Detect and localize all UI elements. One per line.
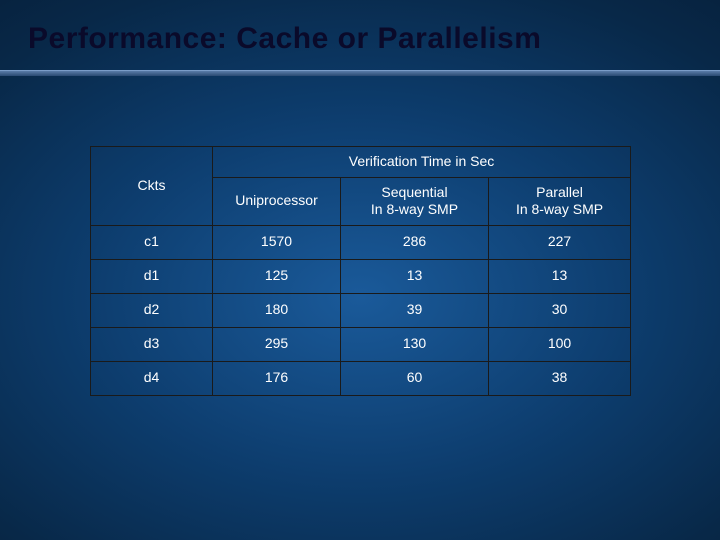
table-row: d2 180 39 30 [91, 293, 631, 327]
cell-seq: 13 [341, 259, 489, 293]
table-header: Ckts Verification Time in Sec Uniprocess… [91, 147, 631, 226]
header-row-spanner: Ckts Verification Time in Sec [91, 147, 631, 178]
cell-par: 227 [489, 225, 631, 259]
cell-par: 100 [489, 327, 631, 361]
table-body: c1 1570 286 227 d1 125 13 13 d2 180 39 3… [91, 225, 631, 395]
table-row: d4 176 60 38 [91, 361, 631, 395]
performance-table: Ckts Verification Time in Sec Uniprocess… [90, 146, 631, 396]
cell-seq: 60 [341, 361, 489, 395]
col-header-spanner: Verification Time in Sec [213, 147, 631, 178]
content-area: Ckts Verification Time in Sec Uniprocess… [0, 76, 720, 396]
cell-uni: 295 [213, 327, 341, 361]
col-header-par: Parallel In 8-way SMP [489, 177, 631, 225]
cell-ckt: d2 [91, 293, 213, 327]
cell-ckt: d3 [91, 327, 213, 361]
cell-par: 30 [489, 293, 631, 327]
cell-uni: 176 [213, 361, 341, 395]
cell-ckt: d4 [91, 361, 213, 395]
cell-uni: 125 [213, 259, 341, 293]
slide: Performance: Cache or Parallelism Ckts V… [0, 0, 720, 540]
title-area: Performance: Cache or Parallelism [0, 0, 720, 56]
cell-ckt: c1 [91, 225, 213, 259]
col-header-uni: Uniprocessor [213, 177, 341, 225]
cell-par: 38 [489, 361, 631, 395]
cell-seq: 39 [341, 293, 489, 327]
cell-uni: 1570 [213, 225, 341, 259]
table-row: c1 1570 286 227 [91, 225, 631, 259]
col-header-ckts: Ckts [91, 147, 213, 226]
table-row: d1 125 13 13 [91, 259, 631, 293]
table-row: d3 295 130 100 [91, 327, 631, 361]
cell-ckt: d1 [91, 259, 213, 293]
col-header-seq-l2: In 8-way SMP [371, 201, 458, 217]
col-header-seq-l1: Sequential [381, 184, 447, 200]
cell-seq: 130 [341, 327, 489, 361]
col-header-par-l1: Parallel [536, 184, 583, 200]
cell-uni: 180 [213, 293, 341, 327]
cell-seq: 286 [341, 225, 489, 259]
slide-title: Performance: Cache or Parallelism [28, 22, 692, 56]
col-header-par-l2: In 8-way SMP [516, 201, 603, 217]
col-header-seq: Sequential In 8-way SMP [341, 177, 489, 225]
cell-par: 13 [489, 259, 631, 293]
